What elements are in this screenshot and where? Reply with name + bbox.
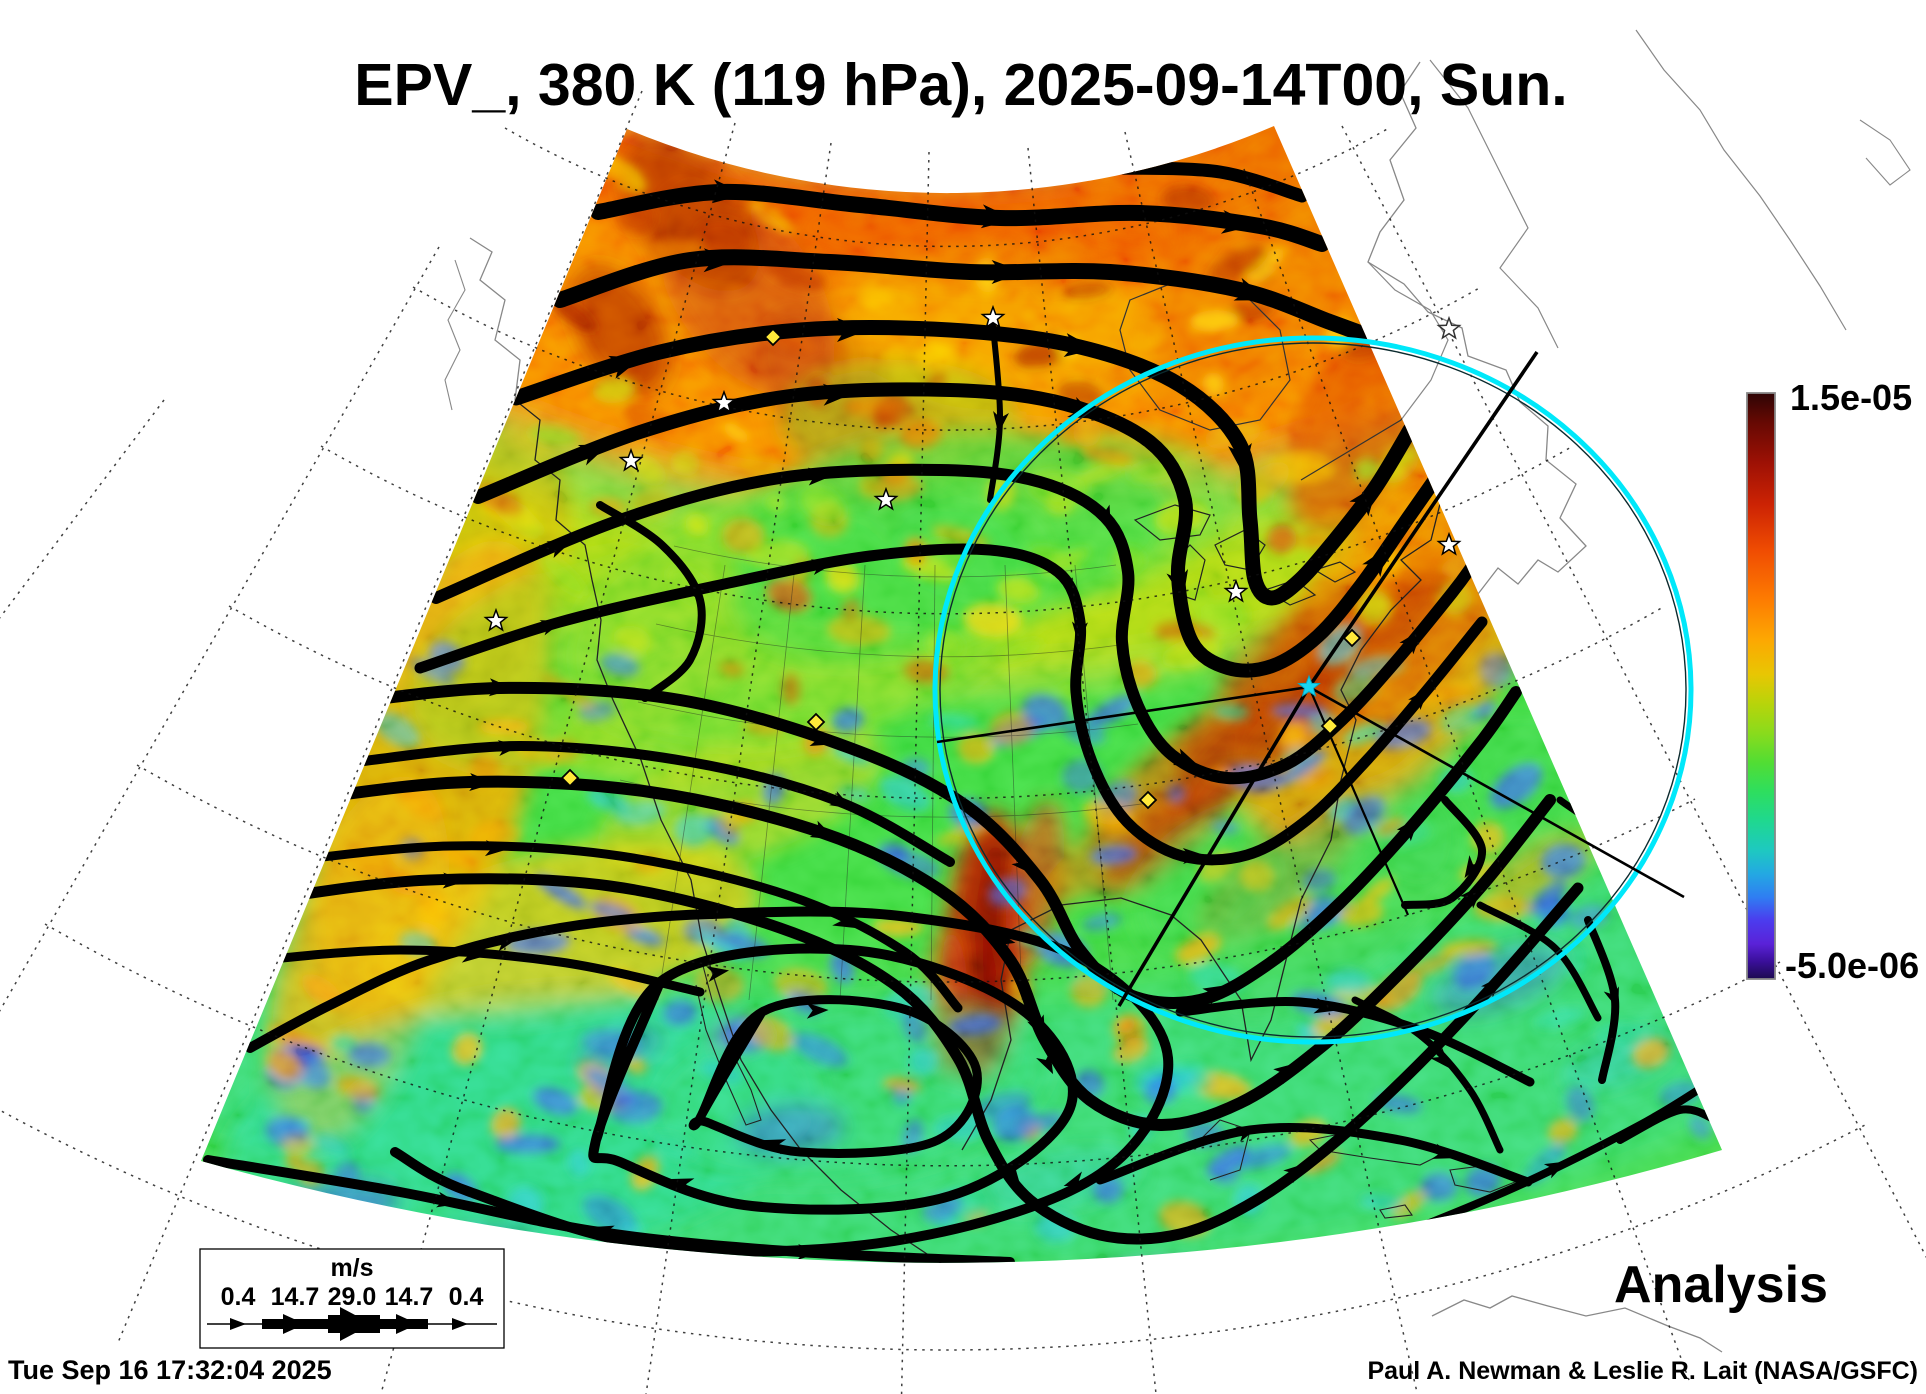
svg-text:14.7: 14.7 xyxy=(385,1283,434,1311)
svg-text:Analysis: Analysis xyxy=(1614,1256,1828,1314)
svg-text:Paul A. Newman & Leslie R. Lai: Paul A. Newman & Leslie R. Lait (NASA/GS… xyxy=(1367,1357,1918,1385)
svg-text:-5.0e-06: -5.0e-06 xyxy=(1785,945,1919,986)
svg-text:1.5e-05: 1.5e-05 xyxy=(1790,377,1912,418)
svg-text:29.0: 29.0 xyxy=(328,1283,377,1311)
svg-text:Tue Sep 16 17:32:04 2025: Tue Sep 16 17:32:04 2025 xyxy=(8,1355,332,1385)
svg-text:EPV_, 380 K (119 hPa), 2025-09: EPV_, 380 K (119 hPa), 2025-09-14T00, Su… xyxy=(354,52,1567,118)
svg-text:0.4: 0.4 xyxy=(221,1283,256,1311)
svg-text:0.4: 0.4 xyxy=(449,1283,484,1311)
svg-text:14.7: 14.7 xyxy=(271,1283,320,1311)
svg-text:m/s: m/s xyxy=(330,1254,373,1282)
